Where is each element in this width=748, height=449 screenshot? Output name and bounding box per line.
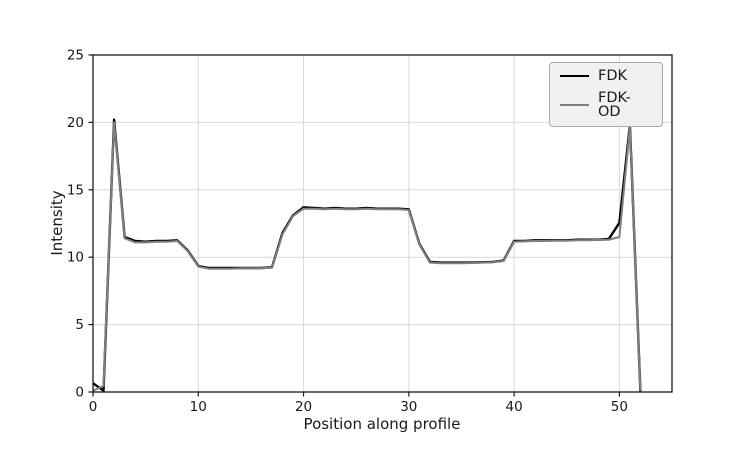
x-tick-label: 50	[611, 399, 628, 415]
legend-label-fdk-od: FDK-OD	[598, 89, 631, 120]
y-tick-label: 0	[75, 385, 84, 401]
x-tick-label: 20	[295, 399, 312, 415]
y-tick-label: 10	[67, 250, 84, 266]
fdk-od-line	[92, 121, 642, 392]
y-axis-label: Intensity	[48, 190, 66, 256]
plot-border	[92, 54, 673, 393]
fdk-line	[92, 118, 642, 392]
y-tick-label: 20	[67, 115, 84, 131]
x-axis-label: Position along profile	[303, 415, 461, 433]
fdk-od-line-swatch	[560, 104, 589, 106]
y-tick-label: 5	[75, 317, 84, 333]
legend: FDK FDK-OD	[549, 62, 663, 127]
y-tick-label: 15	[67, 182, 84, 198]
fdk-line-swatch	[560, 75, 589, 78]
x-tick-label: 40	[505, 399, 522, 415]
x-tick-label: 30	[400, 399, 417, 415]
x-tick-label: 10	[190, 399, 207, 415]
x-tick-label: 0	[89, 399, 98, 415]
legend-item-fdk-od: FDK-OD	[560, 89, 652, 120]
legend-item-fdk: FDK	[560, 69, 652, 84]
y-tick-label: 25	[67, 48, 84, 64]
legend-label-fdk: FDK	[598, 68, 628, 84]
